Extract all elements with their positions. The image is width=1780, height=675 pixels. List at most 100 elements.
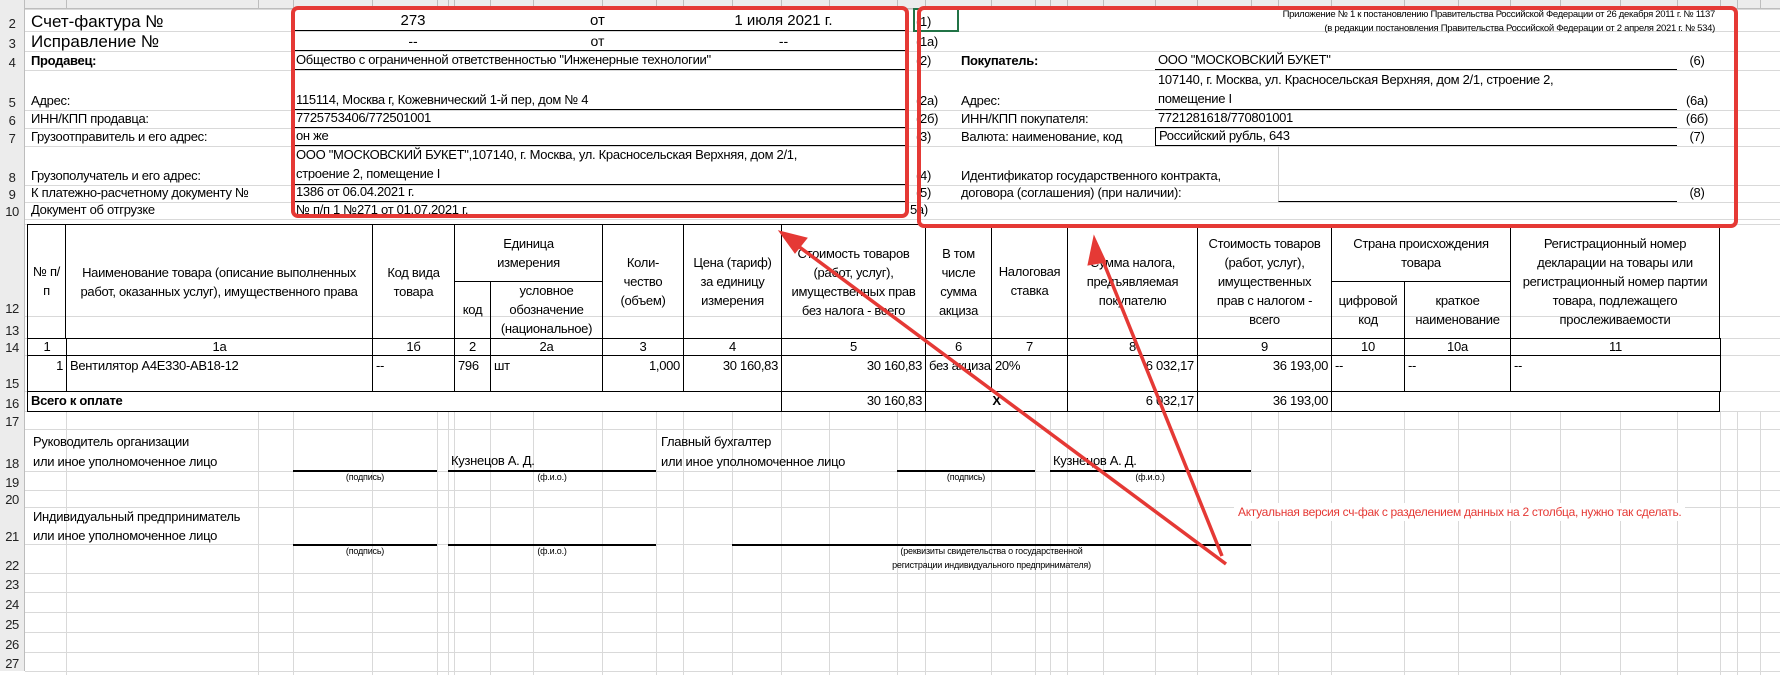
gridline-v bbox=[1103, 0, 1104, 8]
buyer-inn-label: ИНН/КПП покупателя: bbox=[961, 111, 1089, 126]
head-label-line-2: или иное уполномоченное лицо bbox=[33, 454, 218, 469]
accountant-signature-caption: (подпись) bbox=[946, 472, 986, 482]
gridline-v bbox=[293, 411, 294, 675]
row-header[interactable]: 20 bbox=[0, 490, 25, 507]
invoice-number[interactable]: 273 bbox=[293, 9, 533, 31]
accountant-label-line-2: или иное уполномоченное лицо bbox=[661, 454, 846, 469]
entrepreneur-name-caption: (ф.и.о.) bbox=[537, 546, 567, 556]
gridline-h bbox=[25, 219, 1780, 220]
gridline-v bbox=[66, 411, 67, 675]
shipper-label: Грузоотправитель и его адрес: bbox=[31, 129, 208, 144]
gridline-v bbox=[1510, 0, 1511, 8]
gridline-h bbox=[25, 671, 1780, 672]
contract-label-line-1: Идентификатор государственного контракта… bbox=[961, 168, 1221, 183]
row-header[interactable]: 12 bbox=[0, 224, 25, 316]
gridline-v bbox=[66, 0, 67, 8]
row-header[interactable]: 26 bbox=[0, 632, 25, 652]
buyer-address-line-2: помещение I bbox=[1158, 91, 1232, 106]
row-header[interactable]: 6 bbox=[0, 110, 25, 128]
correction-number[interactable]: -- bbox=[293, 31, 533, 51]
correction-date[interactable]: -- bbox=[662, 31, 905, 51]
gridline-h bbox=[25, 70, 1780, 71]
head-name[interactable]: Кузнецов А. Д. bbox=[451, 453, 535, 468]
gridline-v bbox=[1155, 411, 1156, 675]
registration-line[interactable] bbox=[732, 544, 1251, 546]
gridline-v bbox=[602, 0, 603, 8]
row-header[interactable]: 24 bbox=[0, 592, 25, 612]
gridline-v bbox=[1458, 411, 1459, 675]
gridline-v bbox=[1035, 411, 1036, 675]
row-header[interactable]: 18 bbox=[0, 429, 25, 471]
gridline-v bbox=[454, 0, 455, 8]
gridline-v bbox=[490, 0, 491, 8]
gridline-h bbox=[25, 612, 1780, 613]
currency-label: Валюта: наименование, код bbox=[961, 129, 1123, 144]
th-tax-sum: Сумма налога, предъявляемая покупателю bbox=[1067, 224, 1198, 339]
seller-name[interactable]: Общество с ограниченной ответственностью… bbox=[293, 51, 905, 70]
row-header[interactable]: 23 bbox=[0, 573, 25, 592]
gridline-v bbox=[454, 411, 455, 675]
row-header[interactable]: 3 bbox=[0, 31, 25, 51]
accountant-name[interactable]: Кузнецов А. Д. bbox=[1053, 453, 1137, 468]
entrepreneur-signature-caption: (подпись) bbox=[345, 546, 385, 556]
buyer-name[interactable]: ООО "МОСКОВСКИЙ БУКЕТ" bbox=[1155, 51, 1677, 70]
consignee-line-2: строение 2, помещение I bbox=[296, 166, 441, 181]
row-header[interactable]: 7 bbox=[0, 128, 25, 146]
row-header[interactable]: 16 bbox=[0, 391, 25, 411]
head-name-caption: (ф.и.о.) bbox=[537, 472, 567, 482]
shipping-doc[interactable]: № п/п 1 №271 от 01.07.2021 г. bbox=[296, 202, 469, 217]
gridline-v bbox=[656, 0, 657, 8]
annotation-box-right bbox=[917, 6, 1738, 228]
seller-inn[interactable]: 7725753406/772501001 bbox=[293, 110, 905, 128]
gridline-v bbox=[1278, 0, 1279, 8]
total-label: Всего к оплате bbox=[27, 391, 782, 412]
buyer-address[interactable]: 107140, г. Москва, ул. Красносельская Ве… bbox=[1155, 70, 1677, 110]
gridline-h bbox=[25, 202, 1780, 203]
entrepreneur-signature-line[interactable] bbox=[293, 544, 437, 546]
row-header[interactable]: 15 bbox=[0, 355, 25, 391]
gridline-v bbox=[1760, 411, 1761, 675]
row-header[interactable]: 27 bbox=[0, 652, 25, 671]
correction-from-label: от bbox=[533, 31, 662, 51]
gridline-h bbox=[25, 652, 1780, 653]
row-header[interactable]: 2 bbox=[0, 9, 25, 31]
row-header[interactable]: 8 bbox=[0, 146, 25, 185]
gridline-v bbox=[533, 411, 534, 675]
accountant-signature-line[interactable] bbox=[897, 470, 1035, 472]
currency[interactable]: Российский рубль, 643 bbox=[1155, 128, 1677, 146]
gridline-h bbox=[25, 31, 1780, 32]
row-header[interactable]: 14 bbox=[0, 338, 25, 355]
row-header[interactable]: 5 bbox=[0, 70, 25, 110]
row-header[interactable]: 19 bbox=[0, 471, 25, 490]
gridline-v bbox=[1103, 411, 1104, 675]
row-header[interactable]: 17 bbox=[0, 411, 25, 429]
row-header[interactable]: 9 bbox=[0, 185, 25, 202]
arrow-to-left-box bbox=[777, 230, 1228, 566]
appendix-line-2: (в редакции постановления Правительства … bbox=[1324, 23, 1715, 34]
buyer-inn[interactable]: 7721281618/770801001 bbox=[1155, 110, 1677, 128]
row-header[interactable]: 22 bbox=[0, 544, 25, 573]
gridline-v bbox=[897, 411, 898, 675]
seller-address[interactable]: 115114, Москва г, Кожевнический 1-й пер,… bbox=[293, 70, 905, 110]
code-2b: (2б) bbox=[916, 111, 939, 126]
row-header[interactable]: 25 bbox=[0, 612, 25, 632]
invoice-date[interactable]: 1 июля 2021 г. bbox=[662, 9, 905, 31]
consignee-label: Грузополучатель и его адрес: bbox=[31, 168, 201, 183]
gridline-h bbox=[25, 573, 1780, 574]
head-signature-line[interactable] bbox=[293, 470, 437, 472]
code-1a: (1а) bbox=[916, 34, 938, 49]
gridline-v bbox=[1050, 411, 1051, 675]
gridline-v bbox=[1404, 411, 1405, 675]
payment-doc-label: К платежно-расчетному документу № bbox=[31, 185, 249, 200]
gridline-h bbox=[25, 429, 1780, 430]
row-header[interactable]: 21 bbox=[0, 507, 25, 544]
buyer-address-label: Адрес: bbox=[961, 93, 1001, 108]
row-header[interactable]: 4 bbox=[0, 51, 25, 70]
row-header[interactable]: 13 bbox=[0, 316, 25, 338]
shipper[interactable]: он же bbox=[293, 128, 905, 146]
entrepreneur-name-line[interactable] bbox=[448, 544, 656, 546]
payment-doc[interactable]: 1386 от 06.04.2021 г. bbox=[293, 185, 905, 202]
consignee[interactable]: ООО "МОСКОВСКИЙ БУКЕТ",107140, г. Москва… bbox=[293, 146, 905, 185]
contract-id-field[interactable] bbox=[1278, 146, 1677, 202]
row-header[interactable]: 10 bbox=[0, 202, 25, 219]
